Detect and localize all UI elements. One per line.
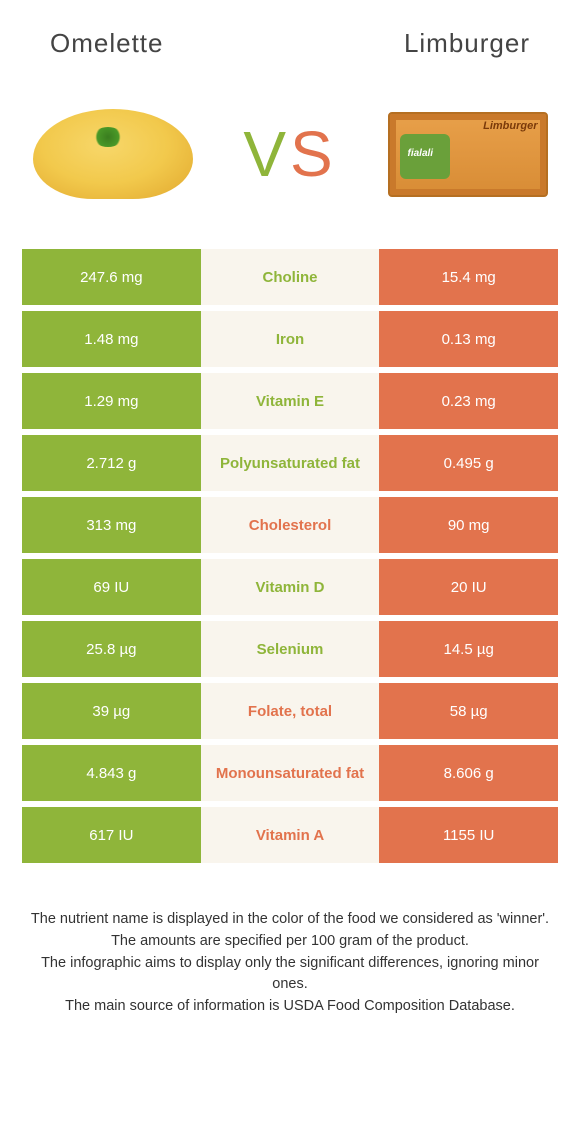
nutrient-label: Monounsaturated fat xyxy=(201,745,380,801)
table-row: 247.6 mgCholine15.4 mg xyxy=(22,249,558,305)
left-value: 617 IU xyxy=(22,807,201,863)
right-food-title: Limburger xyxy=(404,28,530,59)
right-value: 58 µg xyxy=(379,683,558,739)
table-row: 1.48 mgIron0.13 mg xyxy=(22,311,558,367)
left-value: 247.6 mg xyxy=(22,249,201,305)
right-value: 90 mg xyxy=(379,497,558,553)
omelette-icon xyxy=(33,109,193,199)
footer-line: The amounts are specified per 100 gram o… xyxy=(28,931,552,953)
left-value: 2.712 g xyxy=(22,435,201,491)
nutrient-label: Polyunsaturated fat xyxy=(201,435,380,491)
right-value: 20 IU xyxy=(379,559,558,615)
omelette-image xyxy=(30,99,195,209)
right-value: 8.606 g xyxy=(379,745,558,801)
right-value: 14.5 µg xyxy=(379,621,558,677)
table-row: 25.8 µgSelenium14.5 µg xyxy=(22,621,558,677)
nutrient-label: Choline xyxy=(201,249,380,305)
nutrient-label: Cholesterol xyxy=(201,497,380,553)
nutrient-table: 247.6 mgCholine15.4 mg 1.48 mgIron0.13 mg… xyxy=(0,249,580,863)
table-row: 4.843 gMonounsaturated fat8.606 g xyxy=(22,745,558,801)
cheese-brand-label: fialali xyxy=(408,148,434,159)
vs-v: V xyxy=(243,117,290,191)
right-value: 1155 IU xyxy=(379,807,558,863)
table-row: 69 IUVitamin D20 IU xyxy=(22,559,558,615)
table-row: 2.712 gPolyunsaturated fat0.495 g xyxy=(22,435,558,491)
footer-notes: The nutrient name is displayed in the co… xyxy=(0,869,580,1018)
left-value: 1.29 mg xyxy=(22,373,201,429)
nutrient-label: Vitamin D xyxy=(201,559,380,615)
table-row: 313 mgCholesterol90 mg xyxy=(22,497,558,553)
table-row: 1.29 mgVitamin E0.23 mg xyxy=(22,373,558,429)
left-value: 313 mg xyxy=(22,497,201,553)
cheese-name-label: Limburger xyxy=(483,120,537,132)
right-value: 0.495 g xyxy=(379,435,558,491)
nutrient-label: Iron xyxy=(201,311,380,367)
limburger-image: Limburger fialali xyxy=(385,99,550,209)
header: Omelette Limburger xyxy=(0,0,580,69)
nutrient-label: Selenium xyxy=(201,621,380,677)
footer-line: The nutrient name is displayed in the co… xyxy=(28,909,552,931)
left-value: 4.843 g xyxy=(22,745,201,801)
left-value: 39 µg xyxy=(22,683,201,739)
cheese-box-icon: Limburger fialali xyxy=(388,112,548,197)
left-value: 69 IU xyxy=(22,559,201,615)
footer-line: The infographic aims to display only the… xyxy=(28,953,552,997)
left-food-title: Omelette xyxy=(50,28,164,59)
vs-s: S xyxy=(290,117,337,191)
left-value: 25.8 µg xyxy=(22,621,201,677)
nutrient-label: Folate, total xyxy=(201,683,380,739)
vs-label: VS xyxy=(243,117,336,191)
nutrient-label: Vitamin E xyxy=(201,373,380,429)
left-value: 1.48 mg xyxy=(22,311,201,367)
table-row: 617 IUVitamin A1155 IU xyxy=(22,807,558,863)
footer-line: The main source of information is USDA F… xyxy=(28,996,552,1018)
right-value: 0.13 mg xyxy=(379,311,558,367)
nutrient-label: Vitamin A xyxy=(201,807,380,863)
table-row: 39 µgFolate, total58 µg xyxy=(22,683,558,739)
vs-row: VS Limburger fialali xyxy=(0,69,580,249)
right-value: 0.23 mg xyxy=(379,373,558,429)
right-value: 15.4 mg xyxy=(379,249,558,305)
